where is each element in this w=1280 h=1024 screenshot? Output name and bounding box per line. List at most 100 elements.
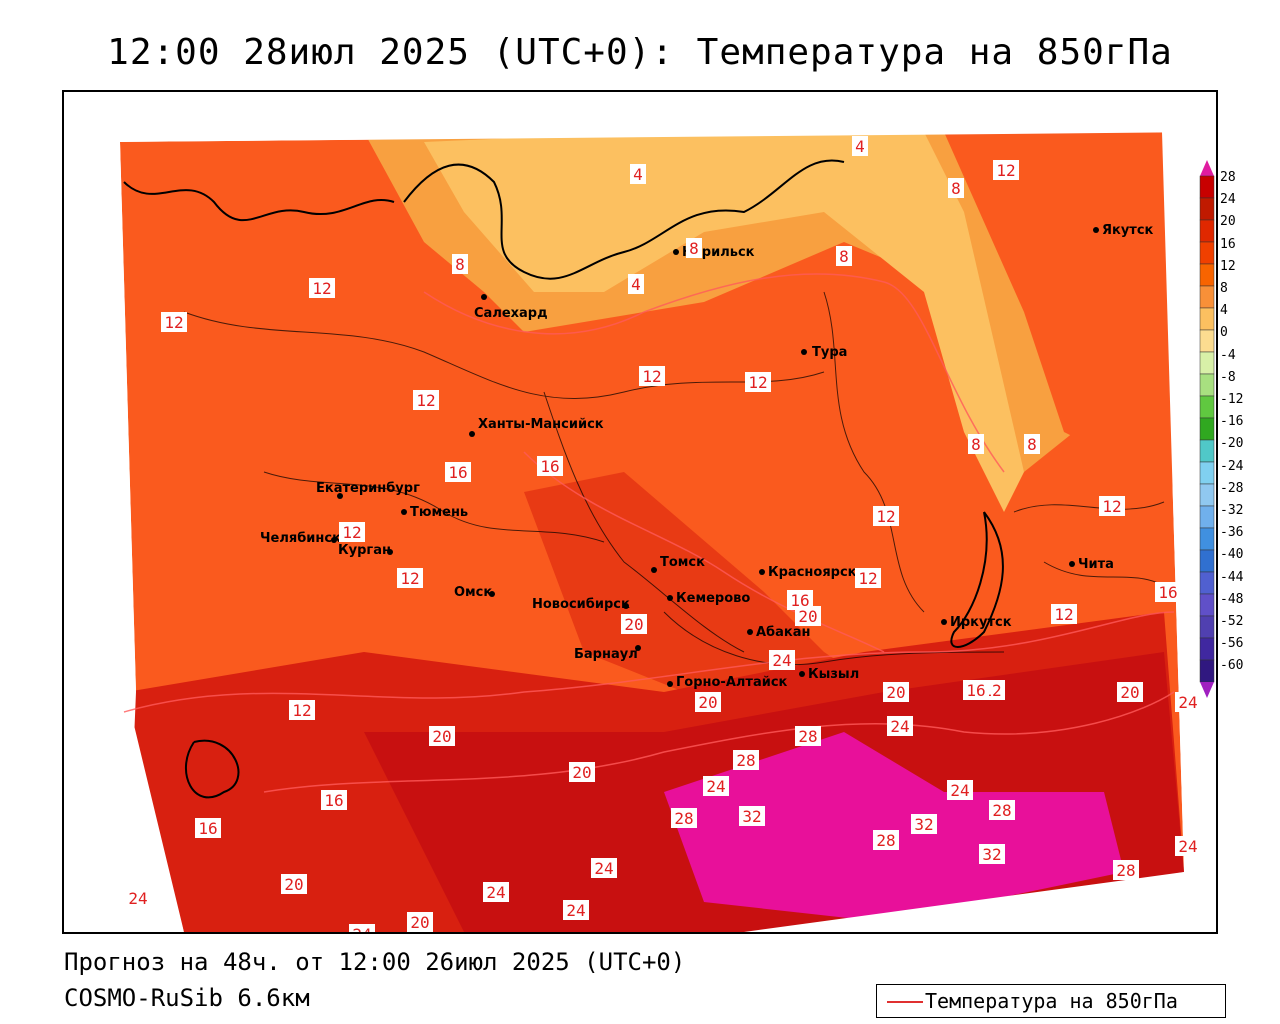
coastlines <box>123 159 1004 799</box>
contour-label: 12 <box>858 569 877 588</box>
colorbar-tick-label: -12 <box>1220 392 1244 407</box>
colorbar-swatch <box>1199 329 1215 353</box>
city-marker <box>1093 227 1099 233</box>
contour-label: 32 <box>914 815 933 834</box>
contour-label: 28 <box>736 751 755 770</box>
contour-label-bg <box>125 888 151 908</box>
colorbar-swatch <box>1199 461 1215 485</box>
temperature-isolines <box>123 273 1175 793</box>
contour-label-bg <box>413 390 439 410</box>
colorbar-tick-label: 8 <box>1220 281 1228 296</box>
map-canvas: ЯкутскНорильскСалехардТураХанты-Мансийск… <box>64 92 1216 932</box>
contour-label: 8 <box>839 247 849 266</box>
contour-label-bg <box>739 806 765 826</box>
colorbar-tick-label: -32 <box>1220 503 1244 518</box>
contour-label: 24 <box>128 889 147 908</box>
city-marker <box>469 431 475 437</box>
city-label: Новосибирск <box>532 597 630 612</box>
colorbar-swatch <box>1199 483 1215 507</box>
colorbar-tick-label: -52 <box>1220 614 1244 629</box>
colorbar-tick-label: 24 <box>1220 192 1236 208</box>
contour-label: 20 <box>698 693 717 712</box>
contour-label: 4 <box>855 137 865 156</box>
contour-label: 12 <box>996 161 1015 180</box>
colorbar-tick-label: 4 <box>1220 303 1228 319</box>
contour-label-bg <box>281 874 307 894</box>
city-label: Кызыл <box>808 667 859 682</box>
contour-label-bg <box>630 164 646 184</box>
contour-label: 28 <box>674 809 693 828</box>
contour-label-bg <box>911 814 937 834</box>
field-yellow-band <box>424 122 1024 512</box>
city-label: Омск <box>454 585 492 600</box>
colorbar-swatch <box>1199 417 1215 441</box>
city-marker <box>759 569 765 575</box>
colorbar-swatch <box>1199 571 1215 595</box>
city-marker <box>747 629 753 635</box>
city-marker <box>667 681 673 687</box>
city-marker <box>331 537 337 543</box>
contour-label-bg <box>161 312 187 332</box>
colorbar-tick-label: -24 <box>1220 458 1244 474</box>
colorbar-tick-label: 0 <box>1220 325 1228 341</box>
contour-label-bg <box>979 844 1005 864</box>
city-label: Челябинск <box>260 531 341 546</box>
contour-label-bg <box>993 160 1019 180</box>
contour-label: 8 <box>689 239 699 258</box>
contour-label-bg <box>873 830 899 850</box>
contour-label-bg <box>621 614 647 634</box>
contour-label: 16 <box>1158 583 1177 602</box>
legend-line-swatch <box>887 1001 923 1003</box>
contour-label-bg <box>989 800 1015 820</box>
contour-label: 28 <box>876 831 895 850</box>
contour-label-bg <box>1117 682 1143 702</box>
contour-label: 8 <box>971 435 981 454</box>
contour-label: 20 <box>1120 683 1139 702</box>
contour-label: 16 <box>324 791 343 810</box>
contour-label: 24 <box>1178 693 1197 712</box>
contour-label-bg <box>321 790 347 810</box>
contour-label-bg <box>795 606 821 626</box>
contour-label-bg <box>591 858 617 878</box>
legend-label: Температура на 850гПа <box>925 989 1178 1013</box>
contour-label-bg <box>855 568 881 588</box>
contour-label: 32 <box>742 807 761 826</box>
contour-label: 4 <box>631 275 641 294</box>
contour-label-bg <box>947 780 973 800</box>
city-marker <box>941 619 947 625</box>
colorbar-swatch <box>1199 439 1215 463</box>
colorbar-tick-label: -44 <box>1220 569 1244 585</box>
domain-outside-left <box>64 92 136 932</box>
contour-label: 24 <box>706 777 725 796</box>
city-marker <box>651 567 657 573</box>
city-marker <box>1069 561 1075 567</box>
colorbar-swatch <box>1199 395 1215 419</box>
contour-label-bg <box>787 590 813 610</box>
colorbar-swatch <box>1199 307 1215 331</box>
city-marker <box>623 603 629 609</box>
contour-label-bg <box>769 650 795 670</box>
contour-label-bg <box>639 366 665 386</box>
colorbar-swatch <box>1199 351 1215 375</box>
model-info: COSMO-RuSib 6.6км <box>64 984 310 1012</box>
contour-label: 12 <box>1102 497 1121 516</box>
colorbar-swatch <box>1199 527 1215 551</box>
contour-label-bg <box>1024 434 1040 454</box>
city-label: Ханты-Мансийск <box>478 417 604 432</box>
city-marker <box>673 249 679 255</box>
colorbar-tick-label: 16 <box>1220 236 1236 252</box>
city-label: Абакан <box>756 625 811 640</box>
colorbar-swatch <box>1199 285 1215 309</box>
colorbar-swatch <box>1199 549 1215 573</box>
city-marker <box>387 549 393 555</box>
colorbar-swatch <box>1199 615 1215 639</box>
city-marker <box>489 591 495 597</box>
contour-label-bg <box>349 924 375 932</box>
contour-label: 20 <box>432 727 451 746</box>
contour-label-bg <box>745 372 771 392</box>
contour-label: 8 <box>1027 435 1037 454</box>
contour-label-bg <box>339 522 365 542</box>
contour-label: 12 <box>400 569 419 588</box>
contour-label-bg <box>195 818 221 838</box>
